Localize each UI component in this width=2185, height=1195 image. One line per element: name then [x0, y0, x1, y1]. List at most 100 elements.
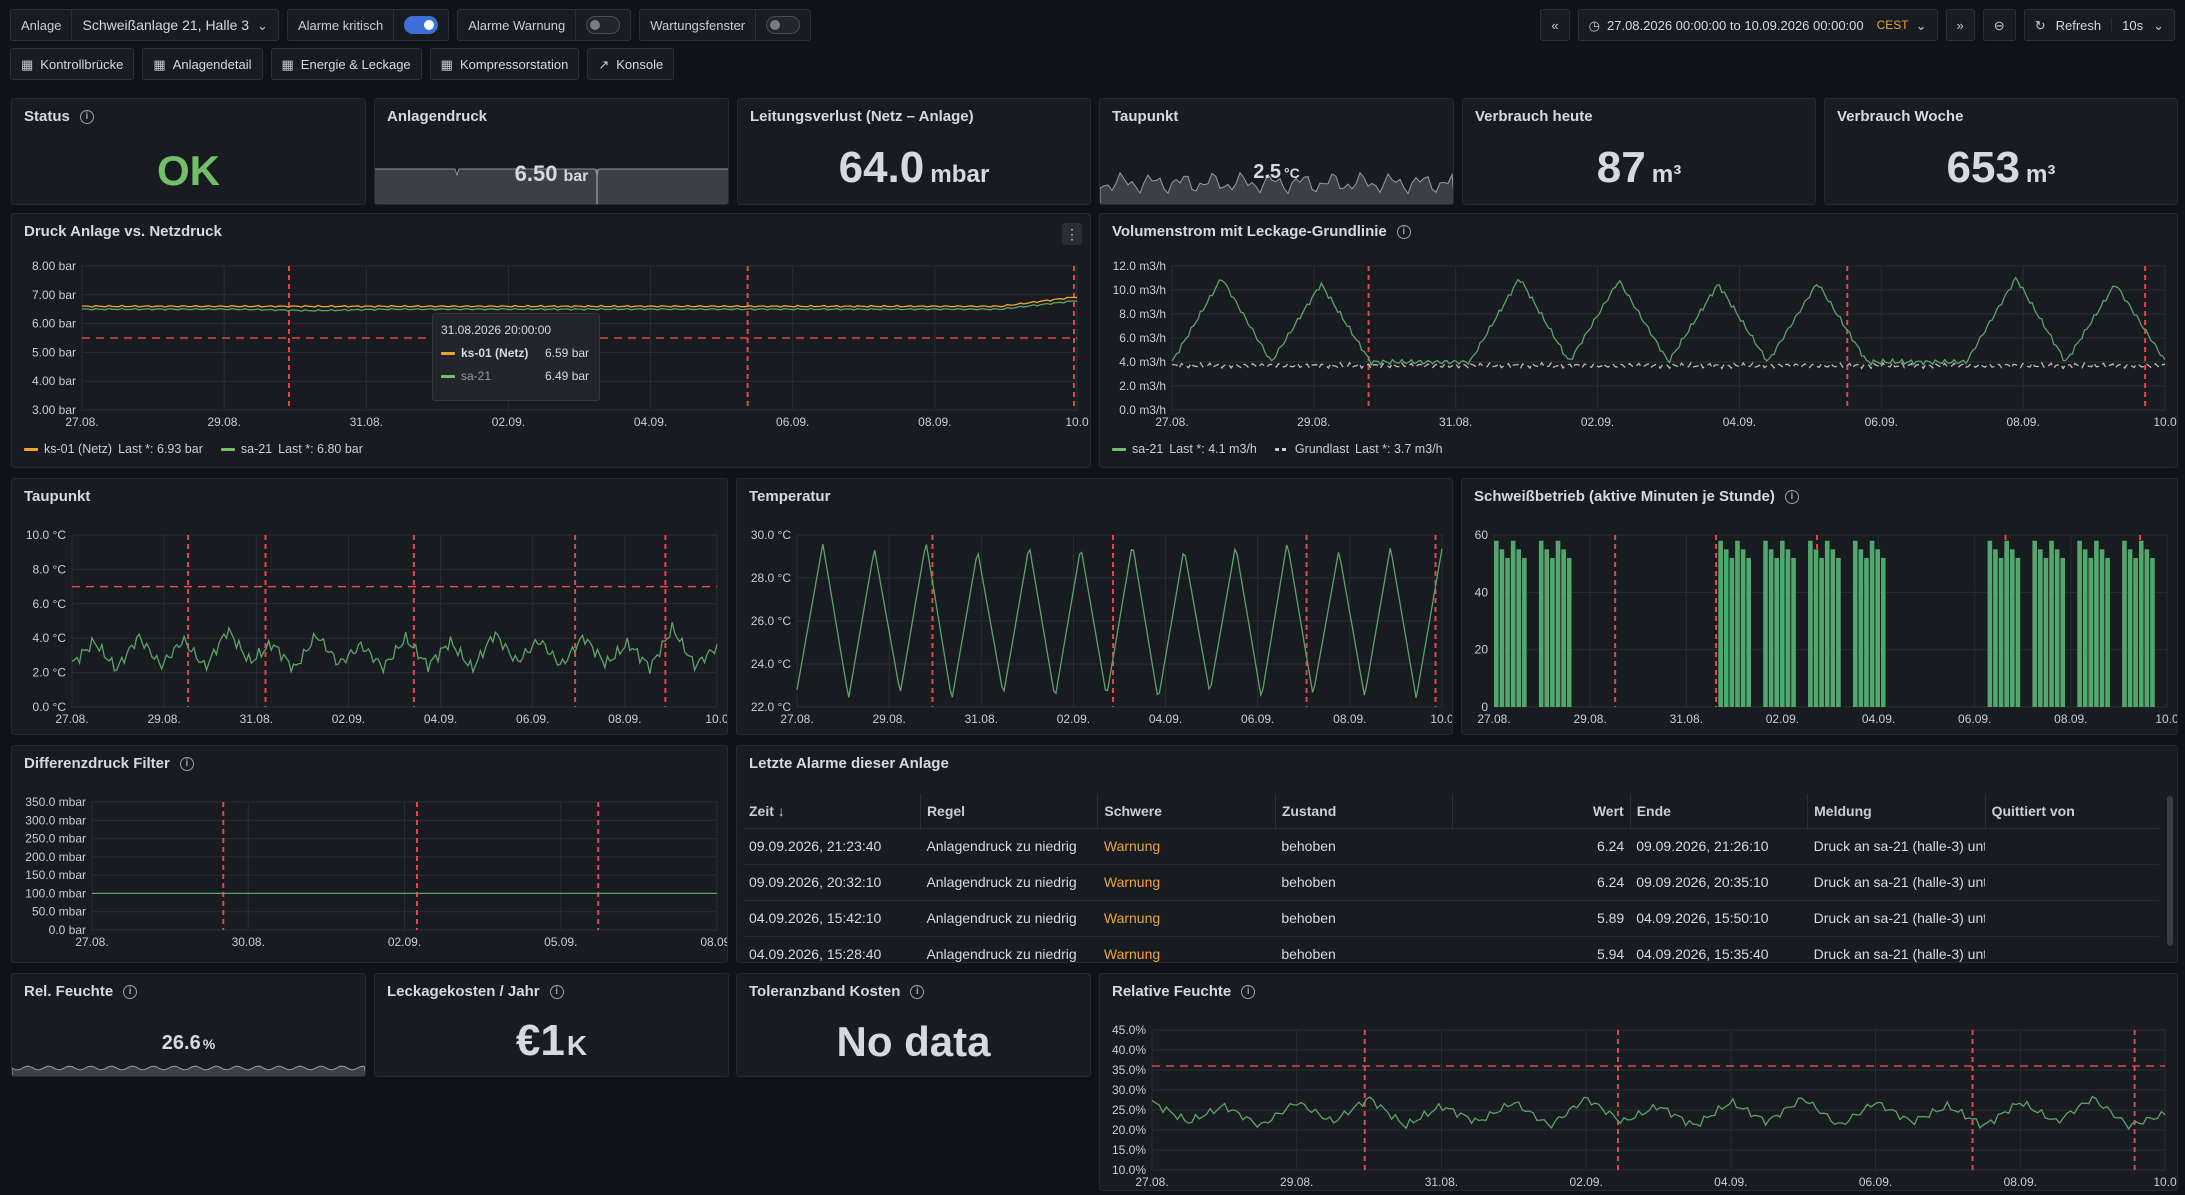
data-bar [1880, 557, 1886, 707]
refresh-button[interactable]: ↻ Refresh 10s ⌄ [2023, 9, 2175, 41]
column-header[interactable]: Wert [1452, 794, 1631, 829]
druck-chart[interactable]: 8.00 bar 7.00 bar 6.00 bar 5.00 bar 4.00 bar… [12, 250, 1091, 440]
stat-value: 64.0 [838, 143, 925, 192]
info-icon[interactable]: i [910, 984, 925, 999]
x-tick-label: 10.0 [1430, 712, 1453, 726]
info-icon[interactable]: i [1396, 224, 1411, 239]
alarme-warnung-toggle[interactable]: Alarme Warnung [457, 9, 632, 41]
y-tick-label: 60 [1475, 528, 1489, 542]
schweiss-chart[interactable]: 60 40 20 027.08. 29.08. 31.08. 02.09. 04.09. 06.… [1462, 515, 2178, 733]
legend-item[interactable]: ks-01 (Netz) Last *: 6.93 bar [24, 442, 203, 456]
info-icon[interactable]: i [179, 756, 194, 771]
alarme-kritisch-switch[interactable] [404, 16, 439, 34]
x-tick-label: 27.08. [75, 935, 108, 949]
time-back-button[interactable]: « [1540, 9, 1570, 41]
alarme-warnung-switch[interactable] [586, 16, 621, 34]
link-label: Kontrollbrücke [40, 56, 124, 72]
table-row[interactable]: 09.09.2026, 21:23:40 Anlagendruck zu nied… [743, 828, 2159, 865]
column-header[interactable]: Quittiert von [1985, 794, 2159, 829]
data-bar [1516, 549, 1522, 707]
alarme-panel: Letzte Alarme dieser Anlage Zeit ↓ Regel S… [736, 745, 2178, 963]
x-tick-label: 31.08. [240, 712, 273, 726]
table-row[interactable]: 09.09.2026, 20:32:10 Anlagendruck zu nied… [743, 864, 2159, 901]
alarme-kritisch-toggle[interactable]: Alarme kritisch [286, 9, 450, 41]
wartungsfenster-switch[interactable] [766, 16, 801, 34]
alarme-warnung-label: Alarme Warnung [458, 10, 577, 40]
x-tick-label: 29.08. [207, 415, 240, 429]
y-tick-label: 40.0% [1112, 1043, 1146, 1057]
refresh-interval[interactable]: 10s [2111, 17, 2143, 33]
feuchte-chart[interactable]: 45.0% 40.0% 35.0% 30.0% 25.0% 20.0% 15.0% 10.0%… [1100, 1010, 2178, 1191]
panel-menu-icon[interactable]: ⋮ [1062, 223, 1082, 245]
data-bar [2150, 557, 2155, 707]
column-header[interactable]: Zeit ↓ [743, 794, 921, 829]
anlagendruck-panel: Anlagendruck 6.50 bar [374, 98, 729, 205]
volumen-chart[interactable]: 12.0 m3/h 10.0 m3/h 8.0 m3/h 6.0 m3/h 4.0 m3… [1100, 250, 2178, 440]
table-scrollbar[interactable] [2167, 796, 2173, 946]
time-forward-button[interactable]: » [1945, 9, 1975, 41]
table-cell: 6.24 [1452, 828, 1631, 865]
y-tick-label: 10.0% [1112, 1163, 1146, 1177]
column-header[interactable]: Ende [1630, 794, 1809, 829]
data-bar [1555, 540, 1561, 707]
panel-title: Taupunkt [24, 488, 91, 505]
panel-title: Status [24, 108, 70, 125]
legend-name: ks-01 (Netz) [44, 442, 113, 456]
column-header[interactable]: Regel [920, 794, 1099, 829]
table-cell [1985, 936, 2159, 962]
link-kontrollbruecke[interactable]: ▦ Kontrollbrücke [10, 48, 135, 80]
legend-item[interactable]: Grundlast Last *: 3.7 m3/h [1274, 442, 1443, 456]
volumen-legend: sa-21 Last *: 4.1 m3/h Grundlast Last *: 3… [1112, 442, 1443, 456]
y-tick-label: 28.0 °C [751, 571, 791, 585]
filter-chart[interactable]: 350.0 mbar 300.0 mbar 250.0 mbar 200.0 mbar… [12, 782, 728, 963]
x-tick-label: 02.09. [1057, 712, 1090, 726]
link-konsole[interactable]: ↗ Konsole [587, 48, 675, 80]
y-tick-label: 7.00 bar [32, 288, 76, 302]
info-icon[interactable]: i [79, 109, 94, 124]
series-line [81, 300, 1078, 312]
column-header[interactable]: Schwere [1097, 794, 1276, 829]
y-tick-label: 150.0 mbar [25, 868, 86, 882]
temperatur-chart[interactable]: 30.0 °C 28.0 °C 26.0 °C 24.0 °C 22.0 °C27.08… [737, 515, 1453, 733]
info-icon[interactable]: i [1784, 489, 1799, 504]
zoom-out-button[interactable]: ⊖ [1982, 9, 2016, 41]
link-kompressorstation[interactable]: ▦ Kompressorstation [429, 48, 580, 80]
verbrauch-heute-panel: Verbrauch heute 87 m³ [1462, 98, 1816, 205]
y-tick-label: 25.0% [1112, 1103, 1146, 1117]
stat-unit: % [202, 1036, 216, 1052]
column-header[interactable]: Zustand [1275, 794, 1454, 829]
column-header[interactable]: Meldung [1807, 794, 1986, 829]
x-tick-label: 27.08. [1135, 1175, 1168, 1189]
link-anlagendetail[interactable]: ▦ Anlagendetail [142, 48, 263, 80]
time-range-picker[interactable]: ◷ 27.08.2026 00:00:00 to 10.09.2026 00:0… [1577, 9, 1938, 41]
table-cell: Druck an sa-21 (halle-3) unter [1807, 828, 1986, 865]
table-row[interactable]: 04.09.2026, 15:28:40 Anlagendruck zu nied… [743, 936, 2159, 962]
panel-title: Leitungsverlust (Netz – Anlage) [750, 108, 974, 125]
legend-item[interactable]: sa-21 Last *: 4.1 m3/h [1112, 442, 1257, 456]
info-icon[interactable]: i [549, 984, 564, 999]
y-tick-label: 20.0% [1112, 1123, 1146, 1137]
table-cell: 09.09.2026, 21:23:40 [743, 828, 921, 865]
table-cell [1985, 828, 2159, 865]
panel-title: Differenzdruck Filter [24, 755, 170, 772]
info-icon[interactable]: i [1241, 984, 1256, 999]
taupunkt-stat-panel: Taupunkt 2.5 °C [1099, 98, 1454, 205]
taupunkt-chart[interactable]: 10.0 °C 8.0 °C 6.0 °C 4.0 °C 2.0 °C 0.0 °C27.… [12, 515, 728, 733]
wartungsfenster-toggle[interactable]: Wartungsfenster [639, 9, 812, 41]
data-bar [2015, 557, 2021, 707]
legend-item[interactable]: sa-21 Last *: 6.80 bar [220, 442, 363, 456]
y-tick-label: 8.0 °C [33, 562, 67, 576]
chevrons-left-icon: « [1551, 17, 1559, 33]
rel-feuchte-sparkline [12, 1065, 365, 1076]
x-tick-label: 29.08. [1573, 712, 1606, 726]
anlage-select[interactable]: Anlage Schweißanlage 21, Halle 3 ⌄ [10, 9, 279, 41]
data-bar [1729, 557, 1735, 707]
link-energie-leckage[interactable]: ▦ Energie & Leckage [270, 48, 422, 80]
data-bar [2127, 549, 2133, 707]
info-icon[interactable]: i [123, 984, 138, 999]
x-tick-label: 05.09. [544, 935, 577, 949]
data-bar [2038, 549, 2043, 707]
link-label: Energie & Leckage [300, 56, 411, 72]
table-row[interactable]: 04.09.2026, 15:42:10 Anlagendruck zu nied… [743, 900, 2159, 937]
stat-unit: bar [563, 168, 589, 185]
